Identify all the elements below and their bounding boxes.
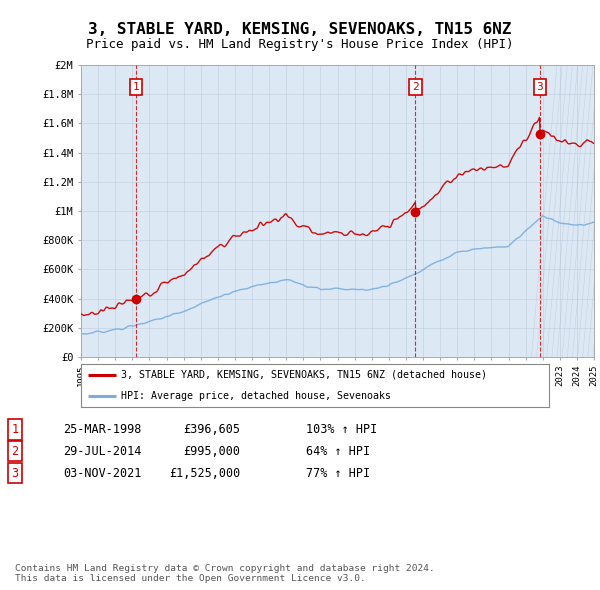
Text: Contains HM Land Registry data © Crown copyright and database right 2024.
This d: Contains HM Land Registry data © Crown c… bbox=[15, 563, 435, 583]
Text: 1: 1 bbox=[11, 423, 19, 436]
Text: 25-MAR-1998: 25-MAR-1998 bbox=[63, 423, 142, 436]
Text: £396,605: £396,605 bbox=[183, 423, 240, 436]
Text: 103% ↑ HPI: 103% ↑ HPI bbox=[306, 423, 377, 436]
Bar bbox=[540, 65, 594, 357]
Text: 64% ↑ HPI: 64% ↑ HPI bbox=[306, 445, 370, 458]
Text: £995,000: £995,000 bbox=[183, 445, 240, 458]
Text: 2: 2 bbox=[11, 445, 19, 458]
Text: 1: 1 bbox=[133, 82, 140, 92]
Text: 03-NOV-2021: 03-NOV-2021 bbox=[63, 467, 142, 480]
Text: 3, STABLE YARD, KEMSING, SEVENOAKS, TN15 6NZ: 3, STABLE YARD, KEMSING, SEVENOAKS, TN15… bbox=[88, 22, 512, 37]
Text: 3: 3 bbox=[536, 82, 544, 92]
Text: 3, STABLE YARD, KEMSING, SEVENOAKS, TN15 6NZ (detached house): 3, STABLE YARD, KEMSING, SEVENOAKS, TN15… bbox=[121, 370, 487, 380]
Text: 2: 2 bbox=[412, 82, 419, 92]
Text: 77% ↑ HPI: 77% ↑ HPI bbox=[306, 467, 370, 480]
Text: Price paid vs. HM Land Registry's House Price Index (HPI): Price paid vs. HM Land Registry's House … bbox=[86, 38, 514, 51]
Text: 3: 3 bbox=[11, 467, 19, 480]
Text: 29-JUL-2014: 29-JUL-2014 bbox=[63, 445, 142, 458]
Text: HPI: Average price, detached house, Sevenoaks: HPI: Average price, detached house, Seve… bbox=[121, 391, 391, 401]
Text: £1,525,000: £1,525,000 bbox=[169, 467, 240, 480]
